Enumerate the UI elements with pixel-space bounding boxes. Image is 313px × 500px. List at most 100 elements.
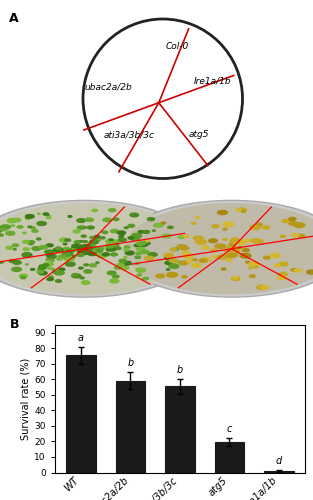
Text: Col-0: Col-0	[166, 42, 189, 51]
Circle shape	[200, 258, 210, 262]
Circle shape	[47, 254, 52, 256]
Circle shape	[294, 223, 305, 228]
Circle shape	[257, 223, 262, 226]
Circle shape	[119, 236, 123, 238]
Circle shape	[228, 247, 238, 252]
Circle shape	[279, 262, 288, 266]
Circle shape	[264, 256, 270, 259]
Circle shape	[13, 249, 16, 250]
Circle shape	[196, 240, 207, 244]
Circle shape	[223, 222, 234, 227]
Circle shape	[113, 244, 119, 246]
Circle shape	[13, 218, 21, 222]
Circle shape	[187, 260, 192, 262]
Circle shape	[107, 271, 116, 275]
Circle shape	[97, 254, 107, 258]
Circle shape	[37, 238, 41, 240]
Circle shape	[249, 262, 259, 266]
Circle shape	[143, 230, 150, 234]
Circle shape	[164, 254, 173, 258]
Circle shape	[63, 244, 67, 245]
Circle shape	[111, 230, 118, 232]
Circle shape	[37, 222, 46, 226]
Circle shape	[89, 264, 96, 267]
Circle shape	[32, 230, 38, 232]
Circle shape	[179, 261, 188, 265]
Circle shape	[73, 230, 80, 233]
Circle shape	[136, 268, 146, 272]
Circle shape	[100, 237, 105, 239]
Circle shape	[115, 241, 119, 242]
Circle shape	[121, 234, 124, 236]
Circle shape	[162, 222, 166, 224]
Circle shape	[52, 271, 58, 273]
Circle shape	[218, 210, 227, 214]
Circle shape	[65, 262, 75, 266]
Circle shape	[209, 239, 217, 242]
Circle shape	[59, 268, 65, 270]
Circle shape	[142, 250, 149, 254]
Circle shape	[229, 243, 236, 246]
Circle shape	[85, 218, 94, 222]
Text: c: c	[227, 424, 232, 434]
Circle shape	[279, 272, 287, 276]
Bar	[165, 386, 195, 472]
Circle shape	[215, 244, 225, 248]
Circle shape	[298, 234, 305, 238]
Circle shape	[169, 264, 179, 268]
Circle shape	[142, 278, 149, 280]
Text: Ire1a/1b: Ire1a/1b	[193, 76, 231, 86]
Circle shape	[146, 240, 150, 242]
Circle shape	[81, 235, 86, 237]
Circle shape	[31, 227, 35, 228]
Circle shape	[59, 238, 69, 242]
Circle shape	[137, 242, 145, 246]
Circle shape	[89, 241, 97, 244]
Circle shape	[59, 255, 65, 258]
Bar	[115, 381, 145, 472]
Circle shape	[109, 239, 113, 240]
Circle shape	[117, 264, 124, 266]
Circle shape	[46, 259, 49, 260]
Circle shape	[79, 248, 88, 251]
Circle shape	[85, 244, 95, 248]
Circle shape	[134, 244, 140, 246]
Circle shape	[291, 268, 297, 271]
Circle shape	[87, 226, 94, 229]
Circle shape	[262, 226, 270, 229]
Circle shape	[223, 228, 227, 230]
Circle shape	[7, 219, 16, 222]
Circle shape	[211, 249, 217, 252]
Circle shape	[88, 249, 92, 251]
Circle shape	[148, 252, 157, 256]
Circle shape	[71, 248, 77, 251]
Circle shape	[195, 216, 199, 218]
Circle shape	[83, 248, 86, 250]
Circle shape	[121, 202, 313, 296]
Circle shape	[155, 224, 163, 227]
Circle shape	[83, 244, 91, 248]
Circle shape	[250, 225, 260, 230]
Circle shape	[113, 218, 119, 220]
Circle shape	[123, 262, 131, 265]
Circle shape	[237, 240, 247, 244]
Circle shape	[242, 249, 249, 252]
Text: ubac2a/2b: ubac2a/2b	[85, 82, 132, 92]
Circle shape	[38, 272, 47, 275]
Circle shape	[84, 264, 88, 266]
Circle shape	[249, 267, 253, 268]
Circle shape	[106, 239, 115, 244]
Circle shape	[23, 232, 26, 234]
Circle shape	[199, 259, 207, 262]
Circle shape	[162, 234, 171, 237]
Circle shape	[115, 266, 121, 269]
Circle shape	[230, 239, 240, 243]
Circle shape	[109, 208, 116, 212]
Circle shape	[72, 245, 75, 246]
Circle shape	[94, 236, 100, 238]
Circle shape	[28, 243, 33, 245]
Circle shape	[80, 277, 84, 279]
Circle shape	[212, 224, 219, 228]
Circle shape	[226, 246, 237, 250]
Circle shape	[43, 264, 49, 266]
